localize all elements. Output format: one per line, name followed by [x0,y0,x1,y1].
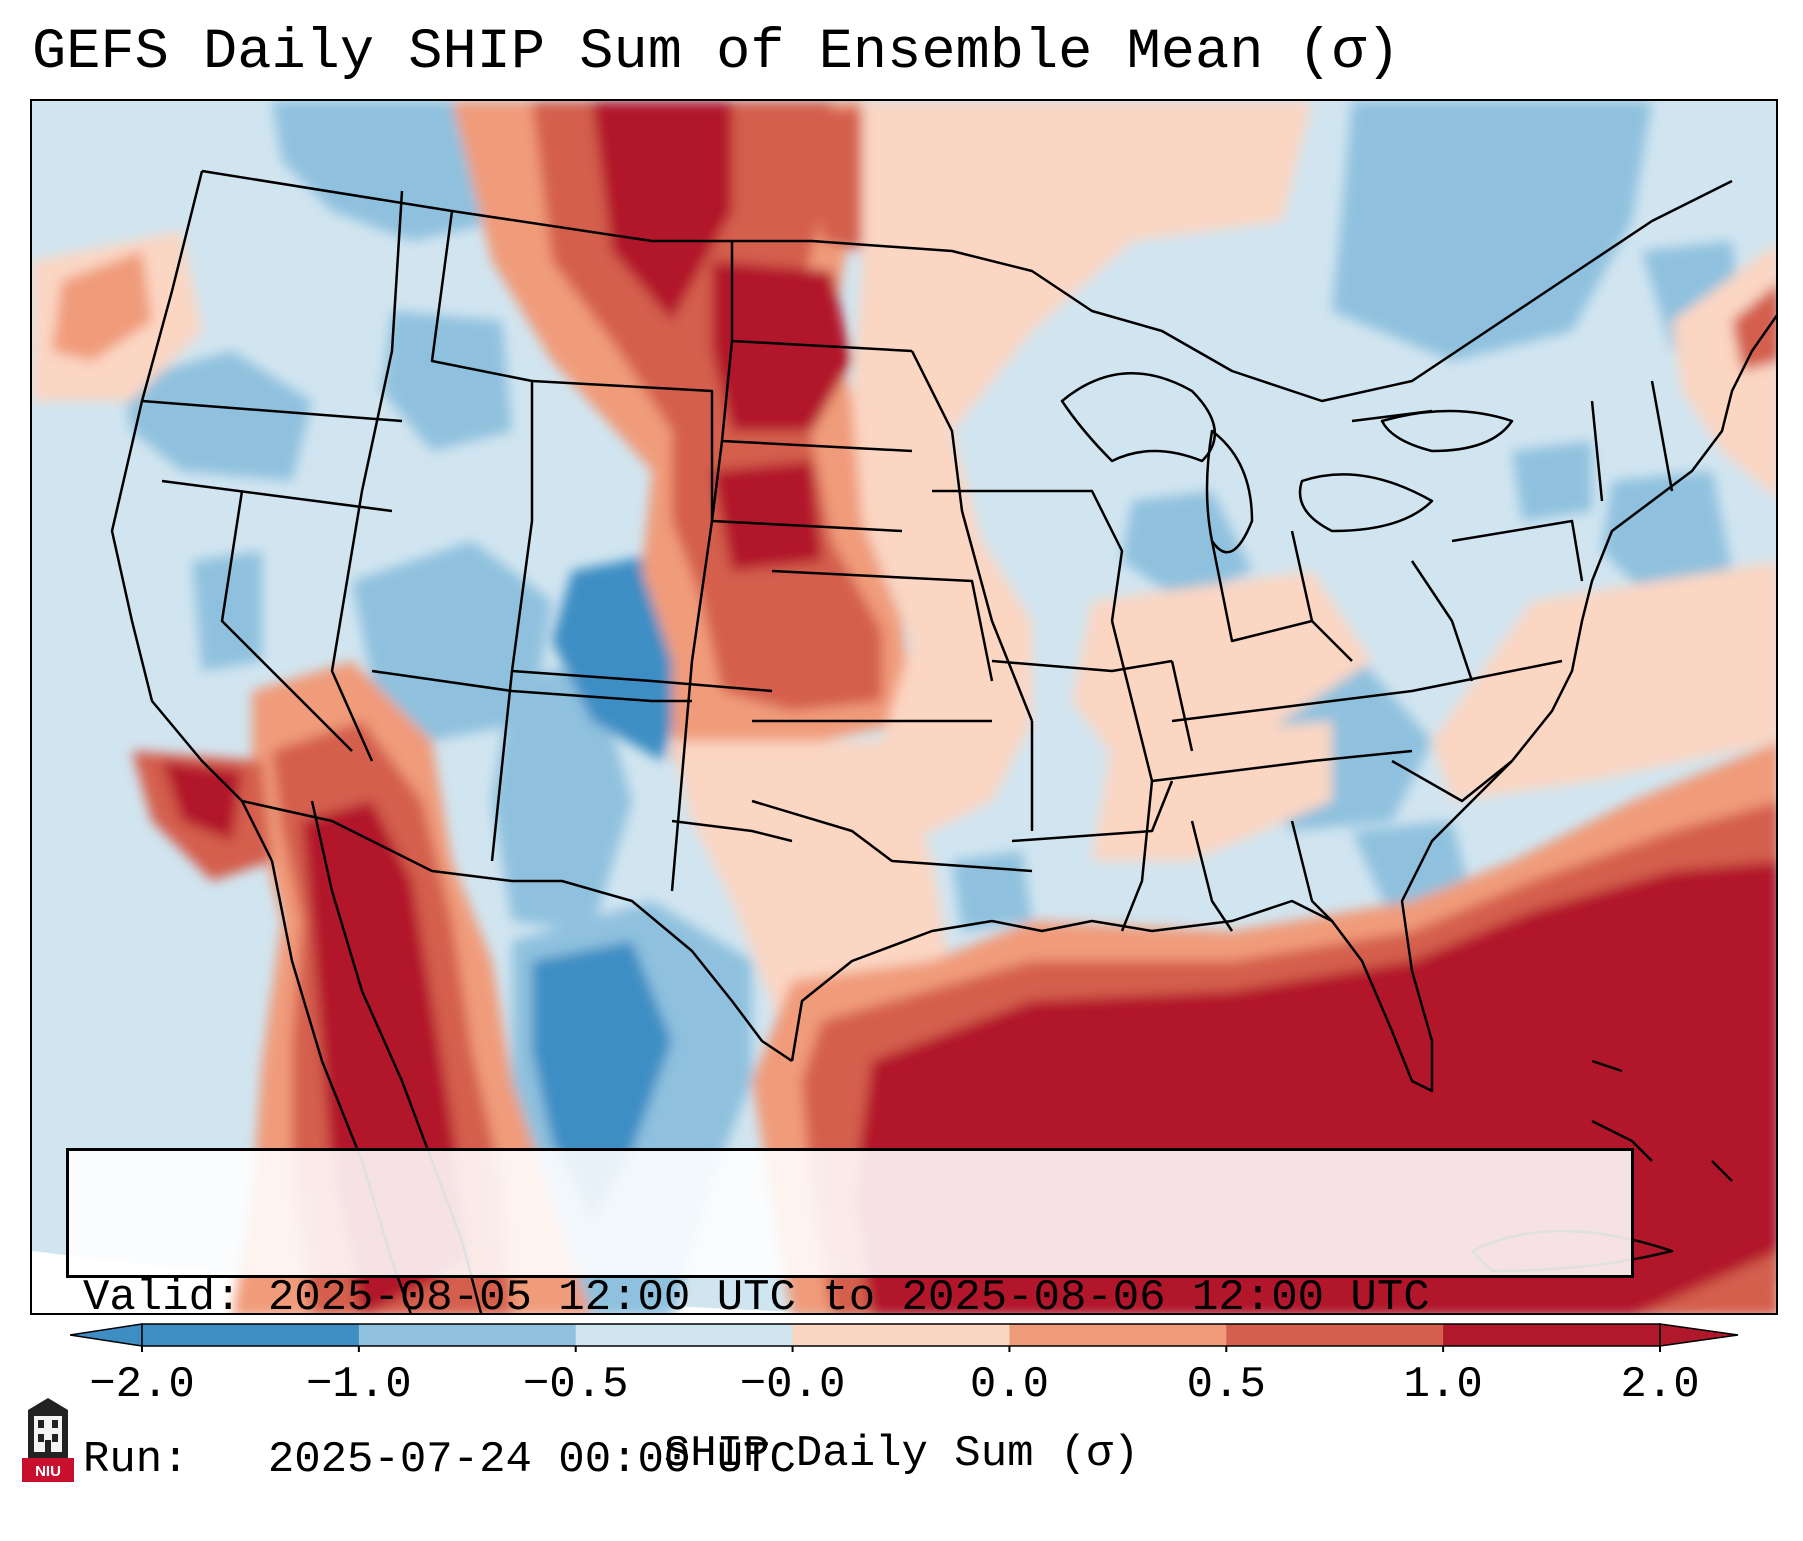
projection-edge [32,1251,822,1313]
colorbar-tick-label: 0.0 [969,1360,1050,1410]
valid-value: 2025-08-05 12:00 UTC to 2025-08-06 12:00… [267,1273,1430,1323]
state-boundaries [110,169,1776,1313]
colorbar-outline [141,1323,1661,1347]
colorbar-extend-low [70,1323,143,1347]
ship-anomaly-map [32,101,1776,1313]
colorbar-extend-high [1659,1323,1739,1347]
colorbar-segment [358,1324,577,1346]
colorbar-segments [70,1323,1739,1352]
valid-line: Valid: 2025-08-05 12:00 UTC to 2025-08-0… [83,1271,1631,1325]
colorbar-tick-label: −1.0 [306,1360,412,1410]
colorbar-segment [792,1324,1010,1346]
colorbar-tick-label: 1.0 [1403,1360,1483,1410]
colorbar-tick-label: 0.5 [1186,1360,1266,1410]
colorbar-tick-label: −2.0 [89,1360,195,1410]
run-value: 2025-07-24 00:00 UTC [267,1435,796,1485]
colorbar-tick-label: −0.5 [522,1360,629,1410]
colorbar-label: SHIP Daily Sum (σ) [663,1429,1140,1479]
niu-university-logo-icon: NIU [22,1398,74,1482]
colorbar [70,1323,1739,1352]
run-label: Run: [83,1435,189,1485]
colorbar-segment [142,1324,360,1346]
map-panel [30,99,1778,1315]
colorbar-segment [1443,1324,1661,1346]
colorbar-segment [575,1324,794,1346]
logo-text: NIU [35,1463,61,1480]
run-line: Run: 2025-07-24 00:00 UTC [83,1433,1631,1487]
colorbar-tick-label: 2.0 [1620,1360,1700,1410]
valid-label: Valid: [83,1273,242,1323]
colorbar-tick-label: −0.0 [739,1360,846,1410]
colorbar-segment [1226,1324,1444,1346]
page-title: GEFS Daily SHIP Sum of Ensemble Mean (σ) [32,21,1401,85]
colorbar-segment [1009,1324,1227,1346]
valid-run-infobox: Valid: 2025-08-05 12:00 UTC to 2025-08-0… [66,1148,1634,1485]
